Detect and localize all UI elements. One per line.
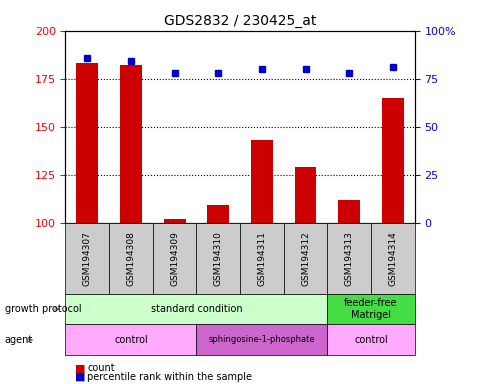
Text: standard condition: standard condition [151,304,242,314]
Text: feeder-free
Matrigel: feeder-free Matrigel [344,298,397,320]
Text: percentile rank within the sample: percentile rank within the sample [87,372,252,382]
Text: ■: ■ [75,363,86,373]
Text: GSM194310: GSM194310 [213,231,222,286]
Text: GSM194311: GSM194311 [257,231,266,286]
Text: control: control [353,335,387,345]
Text: sphingosine-1-phosphate: sphingosine-1-phosphate [208,335,315,344]
Bar [76,63,98,223]
Bar [337,200,359,223]
Text: agent: agent [5,335,33,345]
Text: GSM194312: GSM194312 [301,231,309,286]
Bar [163,219,185,223]
Text: GSM194314: GSM194314 [388,231,396,286]
Bar [294,167,316,223]
Text: growth protocol: growth protocol [5,304,81,314]
Bar [120,65,141,223]
Text: GSM194307: GSM194307 [83,231,91,286]
Bar [207,205,228,223]
Bar [381,98,403,223]
Text: GSM194308: GSM194308 [126,231,135,286]
Text: GSM194309: GSM194309 [170,231,179,286]
Title: GDS2832 / 230425_at: GDS2832 / 230425_at [164,14,316,28]
Text: ■: ■ [75,372,86,382]
Text: count: count [87,363,115,373]
Bar [251,140,272,223]
Text: control: control [114,335,148,345]
Text: GSM194313: GSM194313 [344,231,353,286]
